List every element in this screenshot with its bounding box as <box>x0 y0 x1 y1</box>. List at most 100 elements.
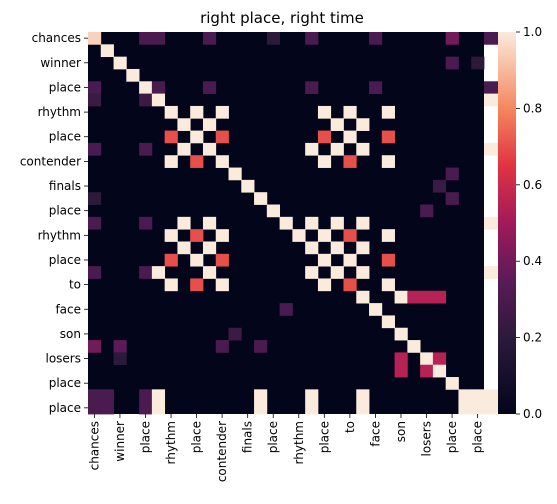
heatmap-cell <box>177 142 191 156</box>
y-tick-label: winner <box>40 56 81 70</box>
heatmap-cell <box>177 241 191 255</box>
heatmap-cell <box>190 229 204 242</box>
heatmap-cell <box>113 352 127 366</box>
x-tick-label: rhythm <box>292 421 306 464</box>
heatmap-cell <box>100 389 114 403</box>
heatmap-cell <box>381 278 395 292</box>
y-tick-label: son <box>60 327 81 341</box>
heatmap-cell <box>343 229 357 242</box>
heatmap-cell <box>369 81 383 95</box>
heatmap-cell <box>113 56 127 70</box>
y-tick-label: place <box>49 253 81 267</box>
heatmap-cell <box>88 81 102 95</box>
heatmap-cell <box>343 253 357 267</box>
heatmap-cell <box>484 401 498 415</box>
x-tick-label: losers <box>420 421 434 457</box>
heatmap-cell <box>330 241 344 255</box>
heatmap-cell <box>445 377 459 390</box>
colorbar-tick-label: 0.4 <box>523 254 542 268</box>
heatmap-cell <box>190 278 204 292</box>
chart-title: right place, right time <box>200 9 364 27</box>
heatmap-cell <box>177 216 191 230</box>
colorbar-tick-label: 0.0 <box>523 407 542 421</box>
colorbar <box>498 32 516 414</box>
heatmap-cell <box>139 266 153 279</box>
heatmap-cell <box>215 130 229 144</box>
heatmap-cell <box>126 68 140 82</box>
heatmap-cell <box>88 266 102 279</box>
heatmap-cell <box>88 192 102 205</box>
heatmap-cell <box>279 303 293 316</box>
heatmap-cell <box>317 229 332 242</box>
y-axis: chances winner place rhythm place contender fi… <box>20 31 88 415</box>
heatmap-cell <box>100 401 114 415</box>
heatmap-cell <box>151 93 166 107</box>
heatmap-cell <box>356 401 370 415</box>
heatmap-cell <box>228 167 242 181</box>
heatmap-cell <box>484 142 498 156</box>
heatmap-cell <box>241 179 255 193</box>
heatmap-cell <box>88 340 102 353</box>
heatmap-cell <box>407 290 421 304</box>
heatmap-cell <box>394 352 408 366</box>
x-tick-label: place <box>471 421 485 453</box>
heatmap-cell <box>381 253 395 267</box>
x-tick-label: rhythm <box>164 421 178 464</box>
heatmap-cell <box>88 93 102 107</box>
heatmap-cell <box>305 32 319 45</box>
heatmap-cell <box>420 204 434 218</box>
heatmap-cell <box>432 352 447 366</box>
x-tick-label: son <box>394 421 408 442</box>
heatmap-cell <box>420 290 434 304</box>
heatmap-cell <box>305 142 319 156</box>
heatmap-cell <box>164 155 178 168</box>
colorbar-tick-label: 0.2 <box>523 331 542 345</box>
heatmap-cell <box>356 142 370 156</box>
heatmap-cell <box>305 241 319 255</box>
y-tick-label: to <box>69 278 81 292</box>
heatmap-cell <box>190 130 204 144</box>
heatmap-cell <box>432 290 447 304</box>
heatmap-cell <box>458 401 472 415</box>
heatmap-cell <box>113 340 127 353</box>
heatmap-cell <box>215 278 229 292</box>
heatmap-cell <box>266 32 281 45</box>
heatmap-cell <box>317 105 332 119</box>
x-axis: chances winner place rhythm place contender fi… <box>87 414 485 482</box>
heatmap-cell <box>177 118 191 131</box>
heatmap-cell <box>343 278 357 292</box>
heatmap-cell <box>432 179 447 193</box>
y-tick-label: finals <box>49 179 81 193</box>
colorbar-axis: 0.0 0.2 0.4 0.6 0.8 1.0 <box>516 25 542 421</box>
heatmap-cell <box>254 192 268 205</box>
heatmap-cell <box>202 216 217 230</box>
heatmap-cell <box>330 142 344 156</box>
heatmap-cell <box>484 32 498 45</box>
y-tick-label: rhythm <box>38 228 81 242</box>
heatmap-cell <box>394 364 408 378</box>
heatmap-cell <box>330 216 344 230</box>
heatmap-cell <box>215 155 229 168</box>
x-tick-label: place <box>190 421 204 453</box>
heatmap-cell <box>190 105 204 119</box>
heatmap-cell <box>407 340 421 353</box>
heatmap-cell <box>458 389 472 403</box>
x-tick-label: to <box>343 421 357 433</box>
heatmap-cell <box>356 241 370 255</box>
heatmap-cell <box>420 364 434 378</box>
heatmap-cell <box>164 278 178 292</box>
heatmap-cell <box>202 266 217 279</box>
heatmap-cell <box>88 389 102 403</box>
y-tick-label: place <box>49 80 81 94</box>
heatmap-cell <box>164 229 178 242</box>
heatmap-cell <box>164 253 178 267</box>
x-tick-label: place <box>138 421 152 453</box>
heatmap-cell <box>343 155 357 168</box>
y-tick-label: face <box>55 302 81 316</box>
heatmap-cell <box>356 216 370 230</box>
heatmap-cell <box>202 81 217 95</box>
heatmap-cell <box>394 327 408 341</box>
heatmap-cell <box>139 401 153 415</box>
heatmap-cell <box>215 253 229 267</box>
